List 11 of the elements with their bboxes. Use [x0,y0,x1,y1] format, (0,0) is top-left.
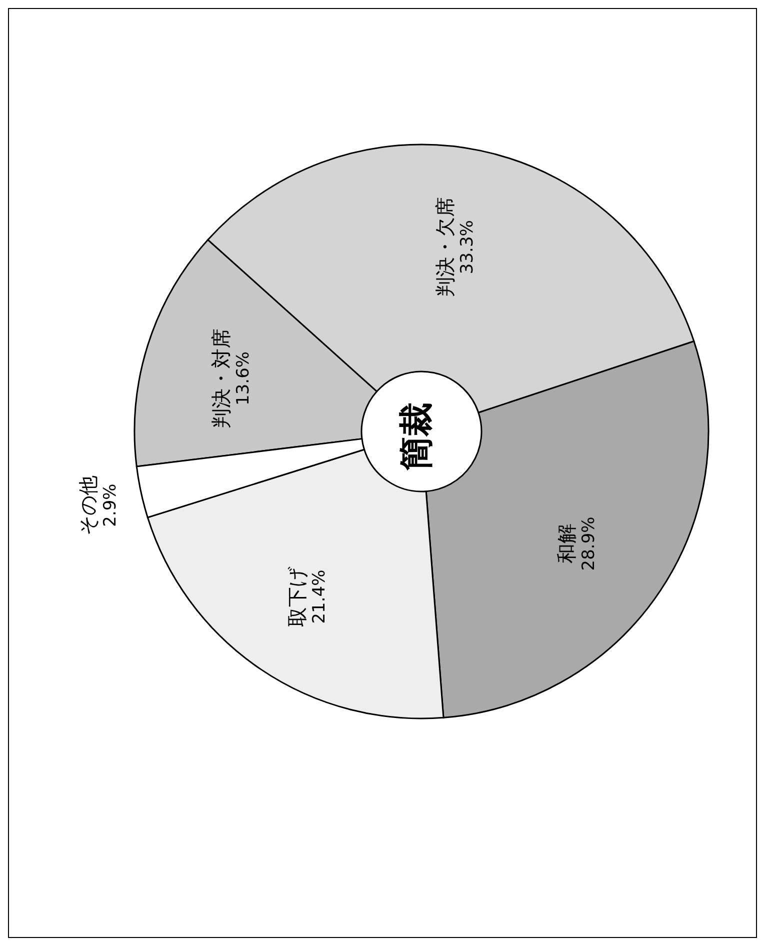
data-label: 33.3% [456,220,477,274]
data-label: 21.4% [308,569,329,624]
slice-label: 取下げ [284,565,309,626]
data-label: 28.9% [578,516,598,570]
slice-label: 判決・対席 [208,328,232,428]
data-label: 2.9% [100,483,120,526]
text: 簡裁 [396,402,436,471]
slice-label: 判決・欠席 [432,196,457,297]
slice-label: その他 [75,474,100,535]
data-label: 13.6% [232,350,253,405]
slice-label: 和解 [554,523,578,564]
